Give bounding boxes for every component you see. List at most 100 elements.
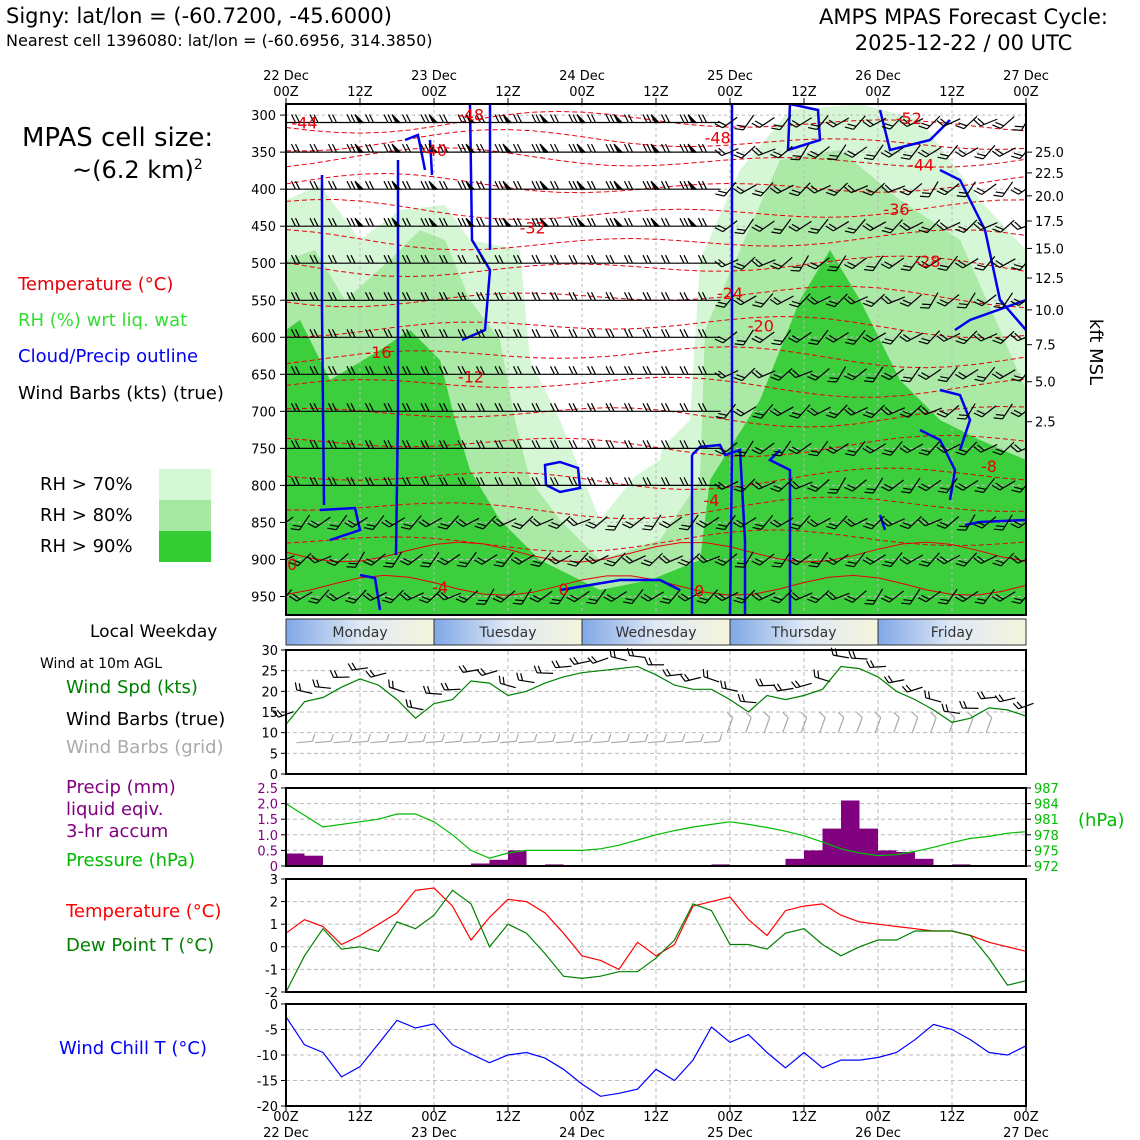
wind-barb-feather [955, 451, 965, 456]
wind-barb-feather [626, 733, 630, 742]
wind-barb-feather [383, 477, 389, 486]
rh90-area [286, 250, 1026, 615]
wind-barb-feather [847, 595, 856, 601]
wind-barb-feather [773, 228, 783, 231]
wind-barb-feather [590, 329, 597, 338]
wind-barb [492, 590, 516, 603]
wind-barb-feather [364, 403, 371, 412]
wind-barb-feather [586, 477, 593, 486]
wind-barb-staff [819, 717, 826, 733]
wind-barb-feather [683, 114, 689, 123]
wind-barb-staff [835, 144, 847, 160]
wind-barb [789, 182, 811, 197]
wind-barb [621, 555, 646, 564]
wind-barb-feather [736, 151, 746, 157]
wind-barb [697, 143, 721, 153]
wind-barb-feather [623, 217, 630, 227]
wind-barb-feather [609, 114, 615, 123]
wind-barb [659, 555, 684, 564]
wind-barb-feather [461, 143, 467, 153]
temperature-contour-solid [286, 574, 1026, 596]
wind-barb-staff [983, 588, 995, 605]
wind-barb-staff [1018, 405, 1026, 418]
wind-barb-feather [418, 521, 427, 528]
wind-barb-feather [683, 329, 689, 338]
wind-barb-feather [479, 254, 486, 264]
wind-barb-feather [660, 366, 667, 375]
wind-barb-feather [387, 329, 393, 338]
wind-barb-feather [847, 184, 856, 192]
wind-barb [715, 403, 737, 419]
wind-barb [586, 366, 610, 375]
bottom-hour-label: 12Z [495, 1110, 521, 1125]
wind-barb [286, 447, 295, 449]
wind-barb [806, 406, 831, 416]
wind-barb [679, 292, 702, 301]
wind-barb-feather [826, 414, 835, 419]
wind-barb [899, 221, 924, 231]
wind-barb-feather [273, 144, 277, 152]
wind-barb-feather [516, 366, 523, 375]
wind-barb-staff [856, 717, 863, 733]
wind-barb-staff [352, 516, 368, 528]
wind-barb-staff [741, 478, 756, 493]
wind-barb-feather [572, 254, 578, 264]
wind-barb [327, 329, 351, 338]
wind-barb-feather [350, 329, 356, 338]
wind-barb [697, 254, 721, 264]
wind-barb-feather [605, 143, 611, 153]
wind-barb-feather [901, 491, 911, 494]
wind-barb-feather [666, 668, 672, 676]
wind-barb-feather [478, 733, 482, 742]
wind-barb-staff [948, 717, 956, 733]
wind-barb [286, 299, 295, 301]
wind-barb [383, 254, 406, 264]
wind-barb-pennant [502, 180, 513, 190]
wind-barb [790, 255, 810, 272]
wind-barb-feather [461, 114, 467, 123]
wind-barb-feather [383, 292, 389, 301]
wind-barb-feather [998, 694, 1005, 702]
wind-barb-staff [925, 368, 942, 380]
wind-barb-feather [605, 403, 611, 412]
temperature-contour [286, 434, 1026, 457]
wind-barb-feather [605, 254, 611, 264]
wind-barb-feather [717, 447, 727, 453]
wind-barb [991, 480, 1016, 491]
wind-barb-feather [939, 444, 948, 452]
wind-barb [991, 147, 1016, 157]
wind-barb-staff [926, 115, 941, 130]
wind-barb-feather [494, 143, 500, 153]
wind-barb-feather [827, 492, 837, 494]
wind-barb [346, 254, 369, 264]
wind-barb [438, 477, 462, 486]
wind-barb [808, 329, 829, 346]
wind-barb-feather [660, 477, 667, 486]
wind-barb [955, 552, 978, 567]
wind-barb-feather [424, 329, 430, 338]
wind-barb [420, 551, 440, 568]
wind-barb-staff [685, 553, 701, 566]
wind-barb-pennant [428, 143, 439, 153]
wind-barb-feather [327, 329, 334, 338]
wind-barb-staff [722, 331, 738, 344]
wind-barb-staff [852, 368, 867, 381]
wind-barb-feather [385, 733, 390, 742]
wind-barb [937, 144, 959, 160]
wind-barb [364, 217, 388, 227]
wind-barb-feather [755, 258, 763, 266]
wind-barb-feather [367, 733, 371, 742]
wind-barb-feather [921, 337, 931, 342]
wind-barb-feather [294, 254, 301, 264]
wind-barb [605, 143, 628, 153]
wind-barb-feather [570, 733, 575, 742]
wind-barbs-grid-label: Wind Barbs (grid) [66, 737, 224, 758]
wind-barb-feather [1014, 221, 1022, 229]
wind-barb [974, 366, 996, 382]
wind-barb [586, 440, 610, 449]
wind-barb-staff [927, 441, 940, 456]
wind-barb-feather [646, 254, 652, 264]
wind-barb-feather [939, 187, 949, 193]
wind-barb [346, 114, 369, 124]
